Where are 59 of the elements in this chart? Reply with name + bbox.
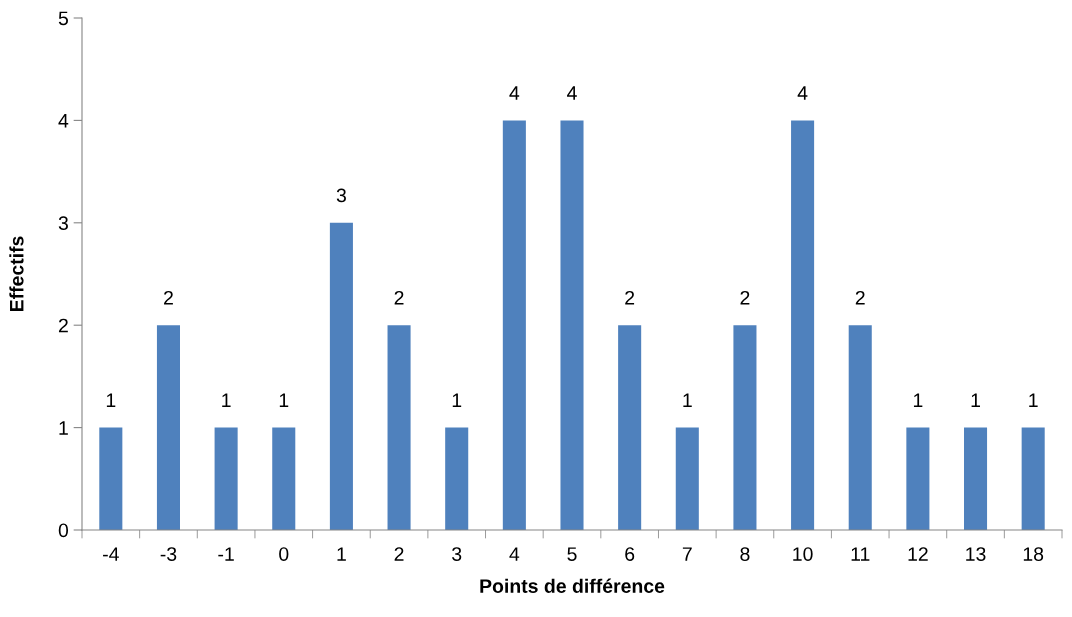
data-label: 4 [567,86,577,100]
data-label: 2 [740,290,750,305]
bar [502,120,526,530]
x-tick-label: 7 [682,547,692,561]
data-label: 1 [106,393,116,407]
bar [214,427,238,530]
x-tick-label: -4 [103,547,119,561]
data-label: 2 [164,290,173,305]
y-tick-label: 4 [58,114,69,128]
y-tick-label: 5 [58,11,68,26]
y-axis-title: Effectifs [9,236,24,312]
data-label: 1 [683,393,692,407]
data-label: 1 [913,393,923,407]
data-label: 1 [1029,393,1038,407]
y-tick-label: 0 [58,523,69,538]
data-label: 4 [509,86,520,100]
x-tick-label: 13 [966,547,986,561]
x-tick-label: 1 [337,547,346,561]
bar [1021,427,1045,530]
x-tick-label: 18 [1023,547,1044,561]
x-tick-label: 0 [279,547,289,561]
data-label: 2 [394,290,404,305]
x-tick-label: -3 [160,547,177,561]
x-axis-title: Points de différence [480,578,665,593]
bar [675,427,699,530]
data-label: 1 [971,393,980,407]
x-tick-label: 10 [793,547,813,561]
data-label: 1 [452,393,462,407]
x-tick-label: 11 [851,547,870,561]
data-label: 4 [797,86,808,100]
bar [791,120,815,530]
bar [329,222,353,530]
bar [906,427,930,530]
bar [560,120,584,530]
bar [618,325,642,530]
x-tick-label: 4 [509,547,520,561]
y-tick-label: 1 [59,421,68,435]
x-tick-label: 3 [452,547,462,561]
data-label: 1 [222,393,231,407]
data-label: 2 [625,290,635,305]
bar [964,427,988,530]
bar [156,325,180,530]
x-tick-label: 6 [625,547,635,561]
x-tick-label: -1 [218,547,234,561]
y-tick-label: 2 [58,318,68,333]
x-tick-label: 5 [567,547,577,561]
x-tick-label: 12 [908,547,928,561]
y-tick-label: 3 [58,216,68,231]
data-label: 3 [336,188,346,203]
bar [445,427,469,530]
data-label: 1 [279,393,289,407]
bar [387,325,411,530]
data-label: 2 [855,290,865,305]
bar [733,325,757,530]
bar [848,325,872,530]
bar [272,427,296,530]
x-tick-label: 2 [394,547,404,561]
bar [99,427,123,530]
x-tick-label: 8 [740,547,750,561]
